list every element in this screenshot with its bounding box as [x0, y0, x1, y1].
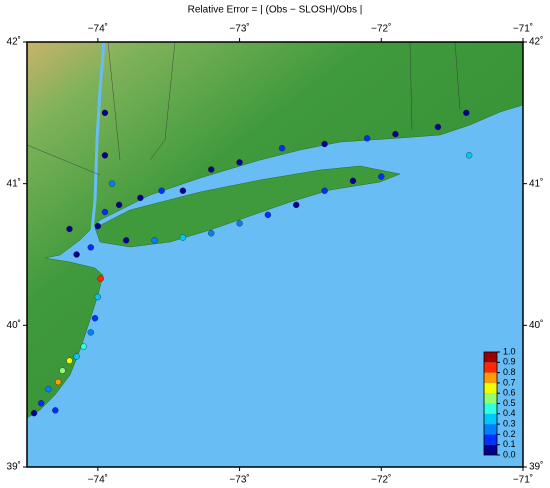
station [108, 180, 116, 187]
colorbar-segment [484, 393, 497, 404]
x-tick-label: −71˚ [513, 23, 533, 35]
colorbar-label: 0.8 [503, 367, 516, 377]
station [179, 234, 187, 241]
y-tick-label: 42˚ [7, 36, 21, 48]
colorbar-segment [484, 352, 497, 363]
station [137, 194, 144, 202]
stations [30, 109, 473, 417]
y-tick-label: 41˚ [7, 177, 21, 189]
colorbar-label: 0.0 [503, 449, 516, 459]
colorbar-label: 0.4 [503, 408, 516, 418]
station [59, 367, 66, 374]
station [236, 220, 243, 227]
y-tick-label: 41˚ [529, 177, 543, 189]
station [122, 237, 130, 244]
y-tick-label: 39˚ [7, 461, 21, 473]
colorbar-label: 1.0 [503, 346, 516, 356]
station [115, 201, 123, 209]
station [434, 123, 442, 131]
colorbar-label: 0.2 [503, 429, 516, 439]
colorbar-segment [484, 413, 497, 425]
map-frame [26, 41, 524, 468]
station [179, 187, 187, 194]
x-tick-label: −74˚ [88, 23, 108, 35]
station [293, 201, 300, 209]
colorbar-segment [484, 382, 497, 394]
state-borders [27, 42, 461, 176]
y-tick-label: 40˚ [529, 319, 543, 331]
station [101, 208, 109, 216]
station [236, 159, 243, 166]
station [91, 315, 99, 322]
y-tick-label: 39˚ [529, 461, 543, 473]
colorbar-segment [484, 424, 497, 435]
x-tick-label: −73˚ [229, 23, 249, 35]
station [94, 222, 102, 230]
station [264, 211, 272, 219]
station [30, 409, 38, 417]
colorbar-label: 0.1 [503, 439, 516, 449]
y-tick-label: 40˚ [7, 319, 21, 331]
x-tick-label: −72˚ [371, 474, 391, 486]
colorbar-label: 0.5 [503, 398, 516, 408]
station [37, 400, 45, 407]
colorbar-segment [484, 444, 497, 455]
x-tick-label: −73˚ [229, 474, 249, 486]
colorbar-segment [484, 434, 497, 445]
colorbar-segment [484, 372, 497, 383]
station [463, 109, 470, 117]
x-tick-label: −71˚ [513, 474, 533, 486]
colorbar: 0.00.10.20.30.40.50.60.70.80.91.0 [483, 346, 516, 459]
mainland [27, 42, 523, 419]
station [392, 130, 399, 138]
x-tick-label: −74˚ [88, 474, 108, 486]
station [151, 237, 158, 244]
station [208, 166, 215, 173]
colorbar-label: 0.6 [503, 388, 516, 398]
map-area [27, 42, 523, 467]
station [465, 152, 473, 159]
x-tick-label: −72˚ [371, 23, 391, 35]
station [87, 244, 94, 251]
y-tick-label: 42˚ [529, 36, 543, 48]
station [378, 173, 385, 180]
station [52, 407, 59, 414]
station [97, 275, 104, 282]
station [73, 251, 80, 258]
long-island [94, 165, 401, 248]
station [87, 329, 94, 336]
colorbar-label: 0.3 [503, 418, 516, 428]
station [101, 152, 109, 159]
colorbar-segment [484, 403, 497, 414]
station [73, 353, 80, 360]
colorbar-label: 0.9 [503, 357, 516, 367]
map-title: Relative Error = | (Obs − SLOSH)/Obs | [188, 5, 363, 16]
axes: −74˚−74˚−73˚−73˚−72˚−72˚−71˚−71˚39˚ 39˚40… [7, 23, 544, 486]
colorbar-label: 0.7 [503, 377, 516, 387]
station [80, 343, 87, 350]
station [278, 145, 286, 152]
station [363, 135, 371, 142]
station [349, 177, 357, 185]
station [66, 225, 73, 233]
hudson-river [90, 42, 106, 233]
station [321, 187, 328, 194]
station [101, 109, 109, 117]
colorbar-segment [484, 362, 497, 373]
station [158, 187, 165, 194]
station [54, 378, 62, 386]
station [321, 140, 328, 148]
station [45, 385, 52, 393]
station [66, 357, 73, 364]
station [208, 230, 215, 237]
station [94, 293, 102, 301]
